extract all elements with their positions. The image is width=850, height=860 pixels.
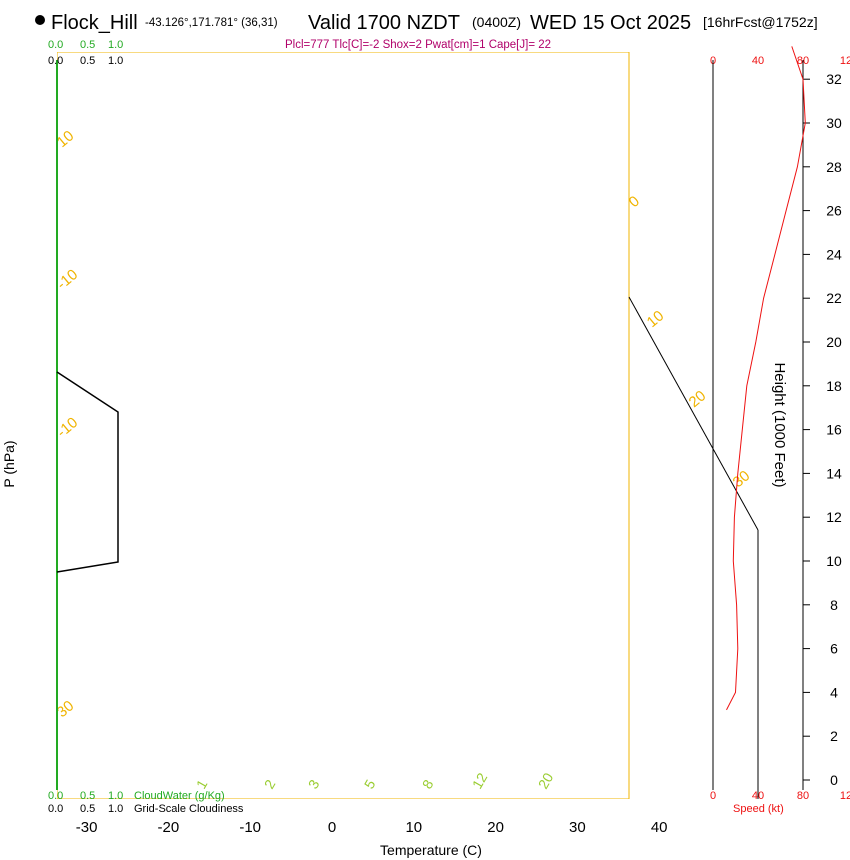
temp-tick-label: 10 <box>405 819 422 836</box>
temp-tick-label: -20 <box>158 819 180 836</box>
height-tick-label: 24 <box>826 246 842 262</box>
height-tick-label: 8 <box>830 597 838 613</box>
speed-bottom-tick: 80 <box>797 790 809 802</box>
height-tick-label: 16 <box>826 422 842 438</box>
cloud-water-bottom-tick: 0.0 <box>48 790 63 802</box>
header: Flock_Hill -43.126°,171.781° (36,31) Val… <box>35 12 818 51</box>
cloudiness-bottom-tick: 0.0 <box>48 803 63 815</box>
height-tick-label: 6 <box>830 641 838 657</box>
forecast-info: [16hrFcst@1752z] <box>703 14 818 30</box>
cloudiness-top-tick: 0.5 <box>80 55 95 67</box>
height-axis-label: Height (1000 Feet) <box>771 362 788 487</box>
cloudiness-profile <box>56 371 119 573</box>
mixing-ratio-label: 2 <box>261 777 279 792</box>
mixing-ratio-label: 3 <box>305 777 323 792</box>
height-tick-label: 12 <box>826 509 842 525</box>
height-tick-label: 14 <box>826 465 842 481</box>
cloudiness-top-tick: 0.0 <box>48 55 63 67</box>
cloud-water-bottom-tick: 1.0 <box>108 790 123 802</box>
temp-tick-label: -10 <box>239 819 261 836</box>
station-dot-icon <box>35 15 45 25</box>
cloud-water-bottom-tick: 0.5 <box>80 790 95 802</box>
pressure-axis-label: P (hPa) <box>1 440 17 487</box>
dry-adiabat-label: 0 <box>626 193 643 211</box>
right-panel-edge <box>628 296 759 531</box>
height-tick-label: 18 <box>826 378 842 394</box>
temp-tick-label: -30 <box>76 819 98 836</box>
plot-frame <box>57 52 630 799</box>
height-tick-label: 32 <box>826 71 842 87</box>
cloud-water-label: CloudWater (g/Kg) <box>134 790 225 802</box>
height-tick-label: 2 <box>830 728 838 744</box>
speed-top-tick: 12 <box>840 55 850 67</box>
speed-axis-label: Speed (kt) <box>733 803 784 815</box>
station-name: Flock_Hill <box>51 12 138 34</box>
mixing-ratio-label: 5 <box>361 777 379 792</box>
height-tick-label: 30 <box>826 115 842 131</box>
temp-tick-label: 30 <box>569 819 586 836</box>
cloudiness-label: Grid-Scale Cloudiness <box>134 803 244 815</box>
dry-adiabat-label: 20 <box>686 387 710 411</box>
station-coords: -43.126°,171.781° (36,31) <box>145 17 278 29</box>
cloud-water-top-tick: 1.0 <box>108 39 123 51</box>
temp-tick-label: 20 <box>487 819 504 836</box>
temp-tick-label: 40 <box>651 819 668 836</box>
temperature-axis-label: Temperature (C) <box>380 842 482 858</box>
speed-top-tick: 40 <box>752 55 764 67</box>
cloud-water-top-tick: 0.0 <box>48 39 63 51</box>
height-tick-label: 0 <box>830 772 838 788</box>
mixing-ratio-label: 12 <box>469 770 491 792</box>
mixing-ratio-label: 8 <box>419 777 437 792</box>
dry-adiabat-label: 30 <box>730 467 754 491</box>
height-tick-label: 22 <box>826 290 842 306</box>
height-tick-label: 4 <box>830 684 838 700</box>
cloudiness-bottom-tick: 1.0 <box>108 803 123 815</box>
height-tick-label: 28 <box>826 159 842 175</box>
sounding-indices: Plcl=777 Tlc[C]=-2 Shox=2 Pwat[cm]=1 Cap… <box>285 39 551 51</box>
height-tick-label: 10 <box>826 553 842 569</box>
dry-adiabat-label: 10 <box>644 307 668 331</box>
cloudiness-top-tick: 1.0 <box>108 55 123 67</box>
valid-time: Valid 1700 NZDT <box>308 12 460 34</box>
wind-speed-line <box>726 46 806 711</box>
height-tick-label: 26 <box>826 203 842 219</box>
temp-tick-label: 0 <box>328 819 336 836</box>
height-tick-label: 20 <box>826 334 842 350</box>
speed-bottom-tick: 12 <box>840 790 850 802</box>
speed-bottom-tick: 40 <box>752 790 764 802</box>
valid-utc: (0400Z) <box>472 14 521 30</box>
speed-bottom-tick: 0 <box>710 790 716 802</box>
valid-date: WED 15 Oct 2025 <box>530 12 691 34</box>
cloud-water-top-tick: 0.5 <box>80 39 95 51</box>
mixing-ratio-label: 20 <box>535 770 557 792</box>
cloudiness-bottom-tick: 0.5 <box>80 803 95 815</box>
